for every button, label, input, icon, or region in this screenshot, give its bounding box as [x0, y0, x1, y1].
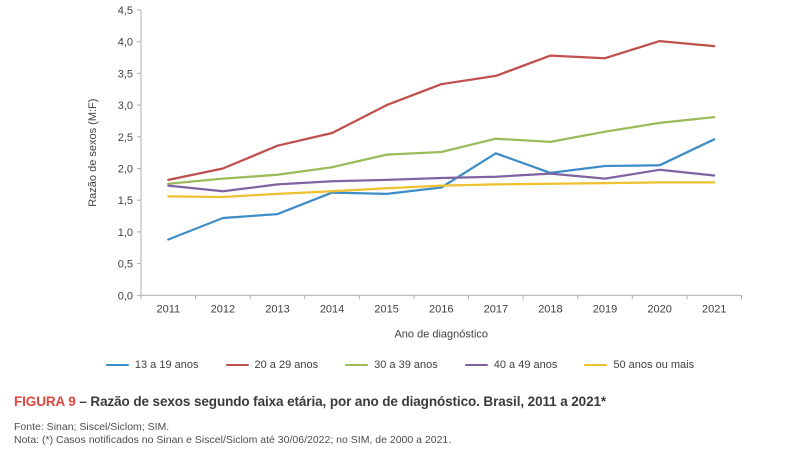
- legend-line-swatch: [464, 363, 488, 367]
- y-tick-label: 4,5: [118, 5, 133, 17]
- figure-caption: FIGURA 9 – Razão de sexos segundo faixa …: [14, 394, 606, 409]
- y-tick-label: 3,5: [118, 68, 133, 80]
- x-tick-label: 2016: [429, 303, 453, 315]
- legend-line-swatch: [345, 363, 369, 367]
- figure-caption-text: – Razão de sexos segundo faixa etária, p…: [79, 394, 607, 409]
- x-tick-label: 2014: [320, 303, 344, 315]
- series-line-20-a-29-anos: [167, 39, 716, 182]
- y-tick-label: 4,0: [118, 37, 133, 49]
- y-tick-label: 2,5: [118, 132, 133, 144]
- legend-item-40-a-49-anos: 40 a 49 anos: [464, 359, 558, 371]
- chart-legend: 13 a 19 anos 20 a 29 anos 30 a 39 anos 40 a…: [0, 359, 800, 371]
- legend-item-13-a-19-anos: 13 a 19 anos: [105, 359, 199, 371]
- x-tick-label: 2019: [593, 303, 617, 315]
- series-line-40-a-49-anos: [167, 168, 716, 193]
- x-tick-label: 2018: [538, 303, 562, 315]
- x-tick-label: 2015: [374, 303, 398, 315]
- legend-label: 20 a 29 anos: [254, 359, 319, 371]
- legend-item-50-anos-ou-mais: 50 anos ou mais: [584, 359, 694, 371]
- y-axis-title: Razão de sexos (M:F): [87, 99, 99, 207]
- series-line-50-anos-ou-mais: [167, 181, 716, 199]
- legend-item-20-a-29-anos: 20 a 29 anos: [225, 359, 319, 371]
- y-tick-label: 0,5: [118, 259, 133, 271]
- legend-label: 30 a 39 anos: [374, 359, 438, 371]
- x-tick-label: 2017: [484, 303, 508, 315]
- series-line-13-a-19-anos: [167, 138, 716, 241]
- sex-ratio-line-chart: 0,0 0,5 1,0 1,5 2,0 2,5 3,0 3,5 4,0 4,5 2011 2012 20…: [87, 5, 742, 340]
- x-tick-label: 2020: [647, 303, 671, 315]
- y-tick-label: 2,0: [118, 164, 133, 176]
- x-tick-label: 2012: [211, 303, 235, 315]
- x-axis-title: Ano de diagnóstico: [394, 328, 488, 340]
- legend-item-30-a-39-anos: 30 a 39 anos: [345, 359, 438, 371]
- legend-line-swatch: [105, 363, 129, 367]
- legend-line-swatch: [584, 363, 608, 367]
- y-tick-label: 0,0: [118, 290, 133, 302]
- y-tick-label: 1,0: [118, 227, 133, 239]
- x-tick-label: 2021: [702, 303, 726, 315]
- y-tick-label: 1,5: [118, 195, 133, 207]
- legend-label: 50 anos ou mais: [613, 359, 695, 371]
- legend-label: 40 a 49 anos: [493, 359, 558, 371]
- figure-caption-label: FIGURA 9: [14, 394, 76, 409]
- note-line: Nota: (*) Casos notificados no Sinan e S…: [14, 434, 452, 446]
- source-line: Fonte: Sinan; Siscel/Siclom; SIM.: [14, 421, 170, 433]
- legend-label: 13 a 19 anos: [134, 359, 199, 371]
- legend-line-swatch: [225, 363, 249, 367]
- series-line-30-a-39-anos: [167, 115, 716, 185]
- y-tick-label: 3,0: [118, 100, 133, 112]
- x-tick-label: 2011: [156, 303, 180, 315]
- x-tick-label: 2013: [265, 303, 289, 315]
